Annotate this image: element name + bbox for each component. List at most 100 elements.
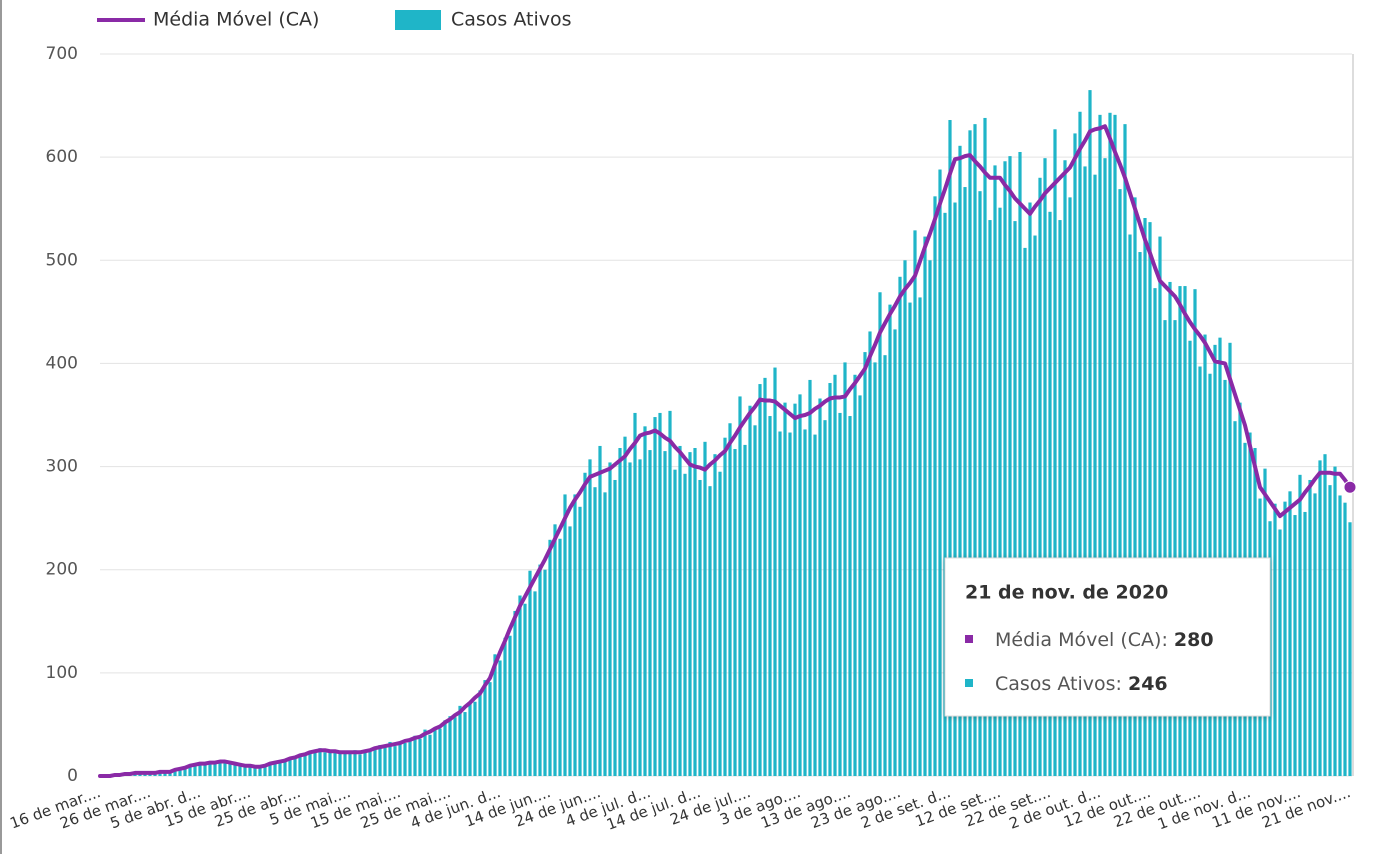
bar xyxy=(1303,511,1307,776)
bar xyxy=(728,423,732,776)
bar xyxy=(508,635,512,776)
bar xyxy=(308,751,312,776)
bar xyxy=(433,727,437,776)
bar xyxy=(803,429,807,776)
bar xyxy=(513,610,517,776)
bar xyxy=(473,701,477,776)
bar xyxy=(243,765,247,776)
bar xyxy=(883,355,887,776)
bar xyxy=(648,450,652,776)
bar xyxy=(333,752,337,776)
bar xyxy=(943,212,947,777)
bar xyxy=(838,412,842,776)
bar xyxy=(973,124,977,776)
bar xyxy=(373,747,377,776)
bar xyxy=(198,763,202,776)
bar xyxy=(773,367,777,776)
bar xyxy=(868,331,872,776)
tooltip-value: 246 xyxy=(1128,673,1168,695)
bar xyxy=(933,196,937,776)
bar xyxy=(873,362,877,776)
y-tick-label: 200 xyxy=(46,560,78,580)
legend-swatch xyxy=(395,10,441,30)
bar xyxy=(183,768,187,776)
bar xyxy=(188,765,192,776)
bar xyxy=(503,637,507,776)
bar xyxy=(1218,337,1222,776)
bar xyxy=(353,750,357,776)
tooltip-name: Média Móvel (CA) xyxy=(995,629,1161,651)
bar xyxy=(898,276,902,776)
bar xyxy=(168,771,172,776)
bar xyxy=(203,762,207,776)
bar xyxy=(653,417,657,776)
bar xyxy=(843,362,847,776)
bar xyxy=(663,451,667,776)
bar xyxy=(493,654,497,776)
bar xyxy=(938,169,942,776)
bar xyxy=(848,416,852,776)
legend-label: Média Móvel (CA) xyxy=(153,9,319,31)
bar xyxy=(528,570,532,776)
bar xyxy=(698,479,702,776)
bar xyxy=(1113,114,1117,776)
bar xyxy=(723,437,727,776)
bar xyxy=(1118,189,1122,777)
legend: Média Móvel (CA) Casos Ativos xyxy=(97,9,572,31)
bar xyxy=(818,398,822,776)
bar xyxy=(1333,466,1337,776)
bar xyxy=(483,680,487,776)
bar xyxy=(568,526,572,776)
bar xyxy=(778,431,782,776)
bar xyxy=(1343,502,1347,776)
bar xyxy=(833,374,837,776)
bar xyxy=(348,753,352,776)
bar xyxy=(288,759,292,776)
bar xyxy=(643,426,647,776)
bar xyxy=(703,441,707,776)
bar xyxy=(903,260,907,776)
bar xyxy=(1178,286,1182,776)
bar xyxy=(673,469,677,776)
bar xyxy=(828,383,832,776)
bar xyxy=(958,145,962,777)
bar xyxy=(558,538,562,776)
bar xyxy=(193,765,197,776)
bar xyxy=(388,741,392,776)
bar xyxy=(1068,197,1072,776)
bar xyxy=(538,564,542,776)
bar xyxy=(1283,501,1287,776)
y-tick-label: 300 xyxy=(46,457,78,477)
bar xyxy=(563,494,567,776)
bar xyxy=(1153,288,1157,776)
bar xyxy=(408,738,412,776)
tooltip-row: Casos Ativos: 246 xyxy=(995,673,1168,695)
bar xyxy=(1278,529,1282,776)
legend-label: Casos Ativos xyxy=(451,9,572,31)
bar xyxy=(813,434,817,776)
bar xyxy=(543,569,547,776)
line xyxy=(98,124,1352,778)
bar xyxy=(1203,334,1207,776)
bar xyxy=(823,420,827,776)
bar xyxy=(253,767,257,776)
bar xyxy=(468,701,472,776)
bar xyxy=(1013,221,1017,776)
bar xyxy=(383,747,387,776)
bar xyxy=(1018,151,1022,776)
bar xyxy=(638,459,642,776)
bar xyxy=(273,761,277,776)
bar xyxy=(693,448,697,776)
bar xyxy=(498,660,502,776)
bar xyxy=(523,603,527,776)
bar xyxy=(678,445,682,776)
bar xyxy=(413,735,417,776)
lines xyxy=(98,124,1357,778)
bar xyxy=(603,492,607,776)
bar xyxy=(913,230,917,777)
bar xyxy=(1168,281,1172,776)
bar xyxy=(313,752,317,776)
bar xyxy=(248,764,252,776)
bar xyxy=(358,754,362,776)
bar xyxy=(968,130,972,777)
